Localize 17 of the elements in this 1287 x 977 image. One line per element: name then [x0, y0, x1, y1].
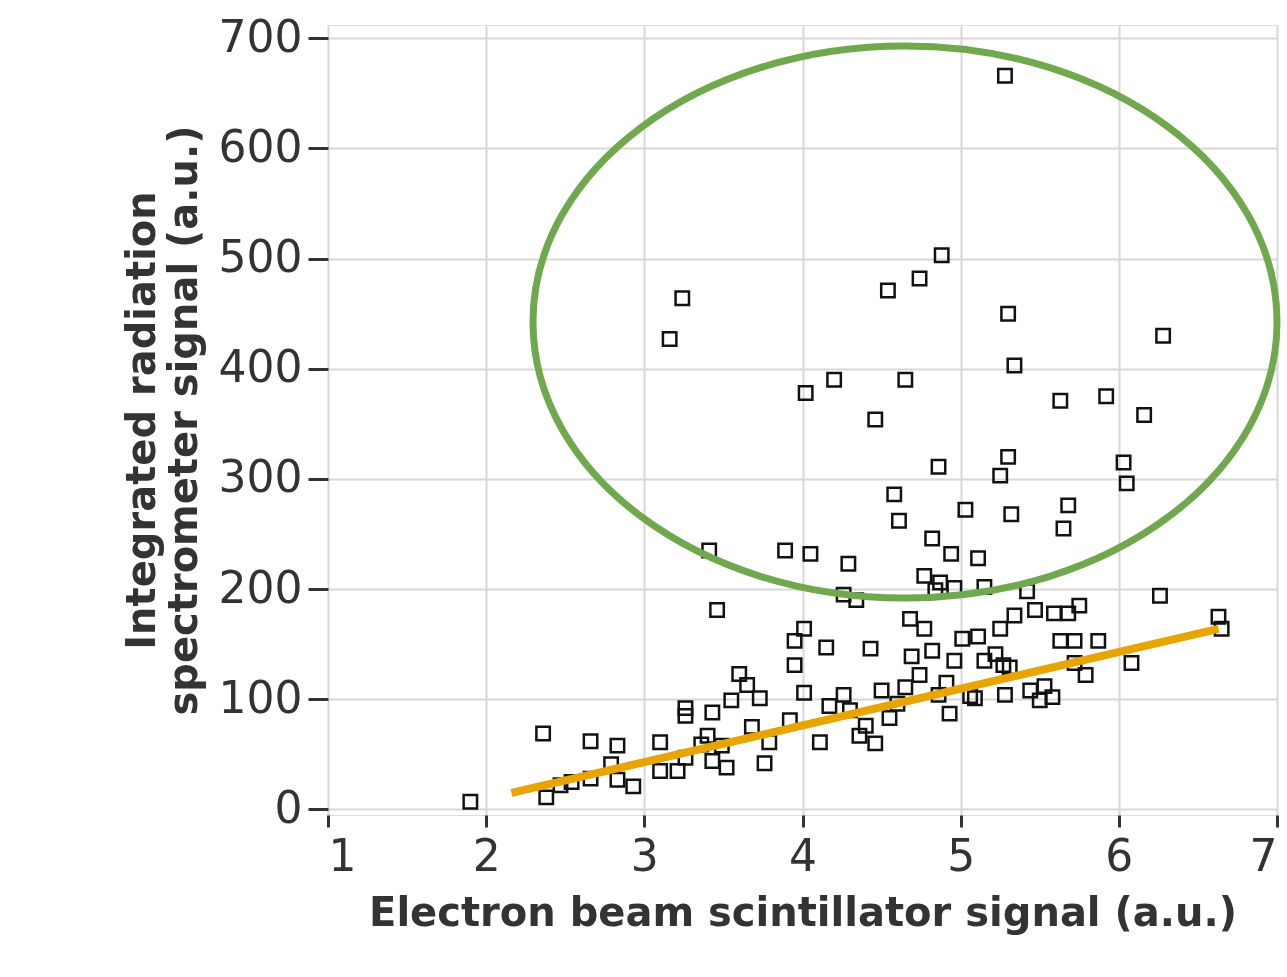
x-tick-label: 5 — [947, 829, 976, 881]
y-tick-label: 400 — [218, 341, 303, 393]
y-tick-label: 300 — [218, 451, 303, 503]
y-tick-label: 100 — [218, 671, 303, 723]
y-tick-label: 200 — [218, 561, 303, 613]
x-tick-label: 3 — [630, 829, 659, 881]
y-axis-title: Integrated radiation spectrometer signal (a.u.) — [117, 125, 206, 716]
y-tick-label: 700 — [218, 10, 303, 62]
x-tick-label: 4 — [789, 829, 817, 881]
y-tick-label: 600 — [218, 120, 303, 172]
y-tick-label: 500 — [218, 231, 303, 283]
y-tick-label: 0 — [274, 781, 303, 833]
x-tick-label: 6 — [1105, 829, 1134, 881]
x-tick-label: 1 — [328, 829, 357, 881]
x-axis-title: Electron beam scintillator signal (a.u.) — [369, 888, 1237, 935]
x-tick-label: 2 — [472, 829, 501, 881]
x-tick-label: 7 — [1249, 829, 1278, 881]
